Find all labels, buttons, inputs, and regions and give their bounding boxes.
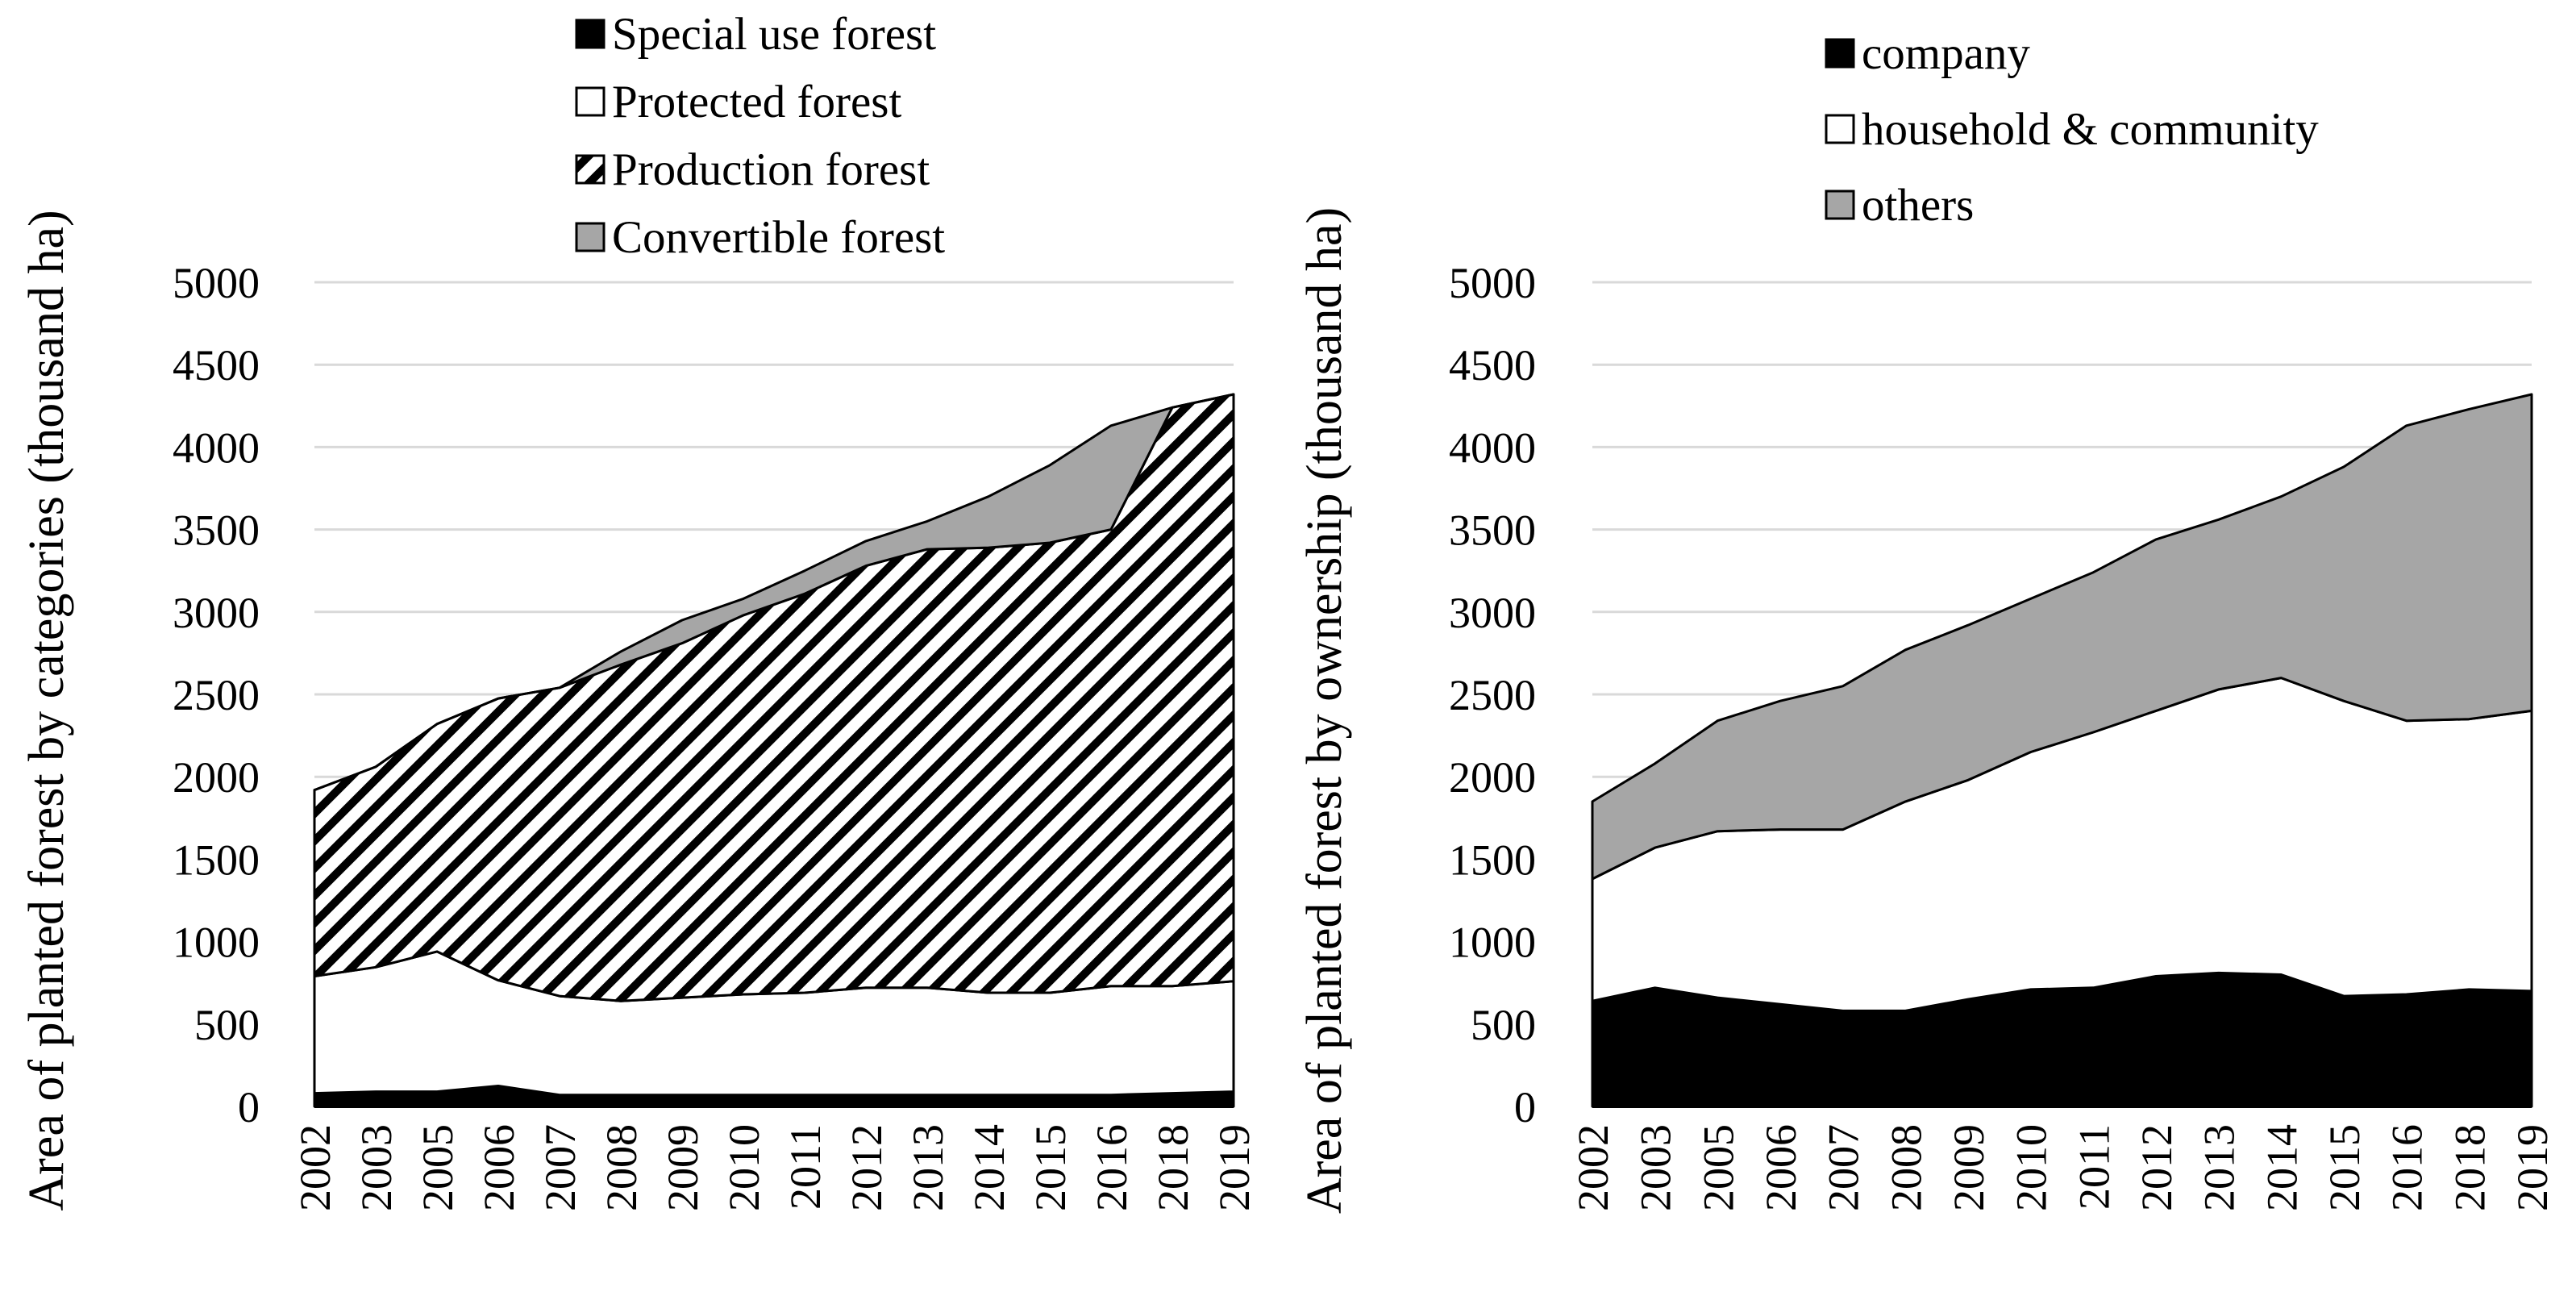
x-tick-label: 2013 (904, 1124, 952, 1211)
x-tick-label: 2011 (781, 1124, 830, 1210)
x-tick-label: 2007 (536, 1124, 585, 1211)
x-tick-label: 2012 (843, 1124, 891, 1211)
x-tick-label: 2003 (352, 1124, 401, 1211)
x-tick-label: 2013 (2195, 1124, 2244, 1211)
x-tick-label: 2010 (720, 1124, 768, 1211)
y-tick-label: 4500 (1449, 341, 1536, 390)
y-axis-label: Area of planted forest by categories (th… (19, 210, 74, 1210)
y-tick-label: 2500 (173, 671, 260, 719)
x-tick-label: 2010 (2008, 1124, 2056, 1211)
legend-swatch (575, 154, 606, 185)
area-series-4 (313, 393, 1235, 792)
y-tick-label: 1000 (173, 919, 260, 967)
chart-categories: 0 500 1000 1500 2000 2500 3000 3500 4000 4500 5000… (19, 9, 1259, 1211)
x-tick-label: 2005 (1694, 1124, 1742, 1211)
legend-label: Convertible forest (612, 212, 945, 263)
y-tick-label: 4000 (1449, 423, 1536, 472)
y-axis-ticks: 0 500 1000 1500 2000 2500 3000 3500 4000 4500 5000 (173, 259, 260, 1131)
legend-swatch (575, 19, 606, 49)
y-tick-label: 2500 (1449, 671, 1536, 719)
x-tick-label: 2014 (965, 1124, 1013, 1211)
y-tick-label: 4500 (173, 341, 260, 390)
y-axis-ticks: 0 500 1000 1500 2000 2500 3000 3500 4000 4500 5000 (1449, 259, 1536, 1131)
x-tick-label: 2009 (659, 1124, 707, 1211)
stacked-areas (1591, 393, 2533, 1108)
x-tick-label: 2008 (1882, 1124, 1930, 1211)
x-tick-label: 2011 (2070, 1124, 2118, 1210)
x-tick-label: 2012 (2133, 1124, 2181, 1211)
x-tick-label: 2008 (597, 1124, 646, 1211)
legend-label: Production forest (612, 144, 930, 195)
y-tick-label: 5000 (173, 259, 260, 307)
legend-swatch (575, 86, 606, 117)
y-tick-label: 3500 (173, 506, 260, 555)
y-tick-label: 500 (194, 1001, 260, 1049)
y-tick-label: 500 (1471, 1001, 1536, 1049)
y-tick-label: 0 (1514, 1083, 1536, 1131)
x-tick-label: 2019 (1210, 1124, 1259, 1211)
y-tick-label: 0 (238, 1083, 260, 1131)
stacked-areas (313, 393, 1235, 1108)
x-axis-ticks: 2002 2003 2005 2006 2007 2008 2009 2010 2011 2012… (291, 1124, 1259, 1211)
x-tick-label: 2005 (414, 1124, 462, 1211)
x-tick-label: 2016 (1088, 1124, 1136, 1211)
y-tick-label: 2000 (1449, 753, 1536, 802)
legend-swatch (1825, 114, 1855, 144)
y-tick-label: 1500 (173, 835, 260, 884)
y-tick-label: 1000 (1449, 919, 1536, 967)
x-tick-label: 2019 (2508, 1124, 2557, 1211)
x-tick-label: 2014 (2258, 1124, 2306, 1211)
x-tick-label: 2002 (291, 1124, 339, 1211)
x-tick-label: 2006 (475, 1124, 523, 1211)
y-axis-label: Area of planted forest by ownership (tho… (1297, 207, 1352, 1214)
x-axis-ticks: 2002 2003 2005 2006 2007 2008 2009 2010 2011 2012… (1569, 1124, 2557, 1211)
x-tick-label: 2018 (1149, 1124, 1197, 1211)
x-tick-label: 2007 (1820, 1124, 1868, 1211)
legend-swatch (575, 222, 606, 252)
legend-label: Protected forest (612, 77, 901, 127)
legend: Special use forest Protected forest Produc… (575, 9, 945, 263)
legend-label: Special use forest (612, 9, 936, 60)
x-tick-label: 2006 (1757, 1124, 1805, 1211)
x-tick-label: 2016 (2383, 1124, 2432, 1211)
y-tick-label: 5000 (1449, 259, 1536, 307)
legend-label: company (1862, 28, 2030, 79)
legend-swatch (1825, 38, 1855, 69)
x-tick-label: 2018 (2445, 1124, 2494, 1211)
legend-swatch (1825, 190, 1855, 220)
chart-ownership: 0 500 1000 1500 2000 2500 3000 3500 4000 4500 5000… (1297, 28, 2557, 1214)
x-tick-label: 2009 (1945, 1124, 1993, 1211)
y-tick-label: 3000 (173, 589, 260, 637)
legend-label: others (1862, 180, 1974, 231)
x-tick-label: 2003 (1632, 1124, 1680, 1211)
y-tick-label: 3500 (1449, 506, 1536, 555)
x-tick-label: 2015 (2320, 1124, 2369, 1211)
x-tick-label: 2015 (1026, 1124, 1075, 1211)
y-tick-label: 2000 (173, 753, 260, 802)
x-tick-label: 2002 (1569, 1124, 1617, 1211)
y-tick-label: 1500 (1449, 835, 1536, 884)
legend-label: household & community (1862, 104, 2319, 155)
area-series-3 (1591, 393, 2533, 881)
y-tick-label: 4000 (173, 423, 260, 472)
legend: company household & community others (1825, 28, 2319, 231)
y-tick-label: 3000 (1449, 589, 1536, 637)
